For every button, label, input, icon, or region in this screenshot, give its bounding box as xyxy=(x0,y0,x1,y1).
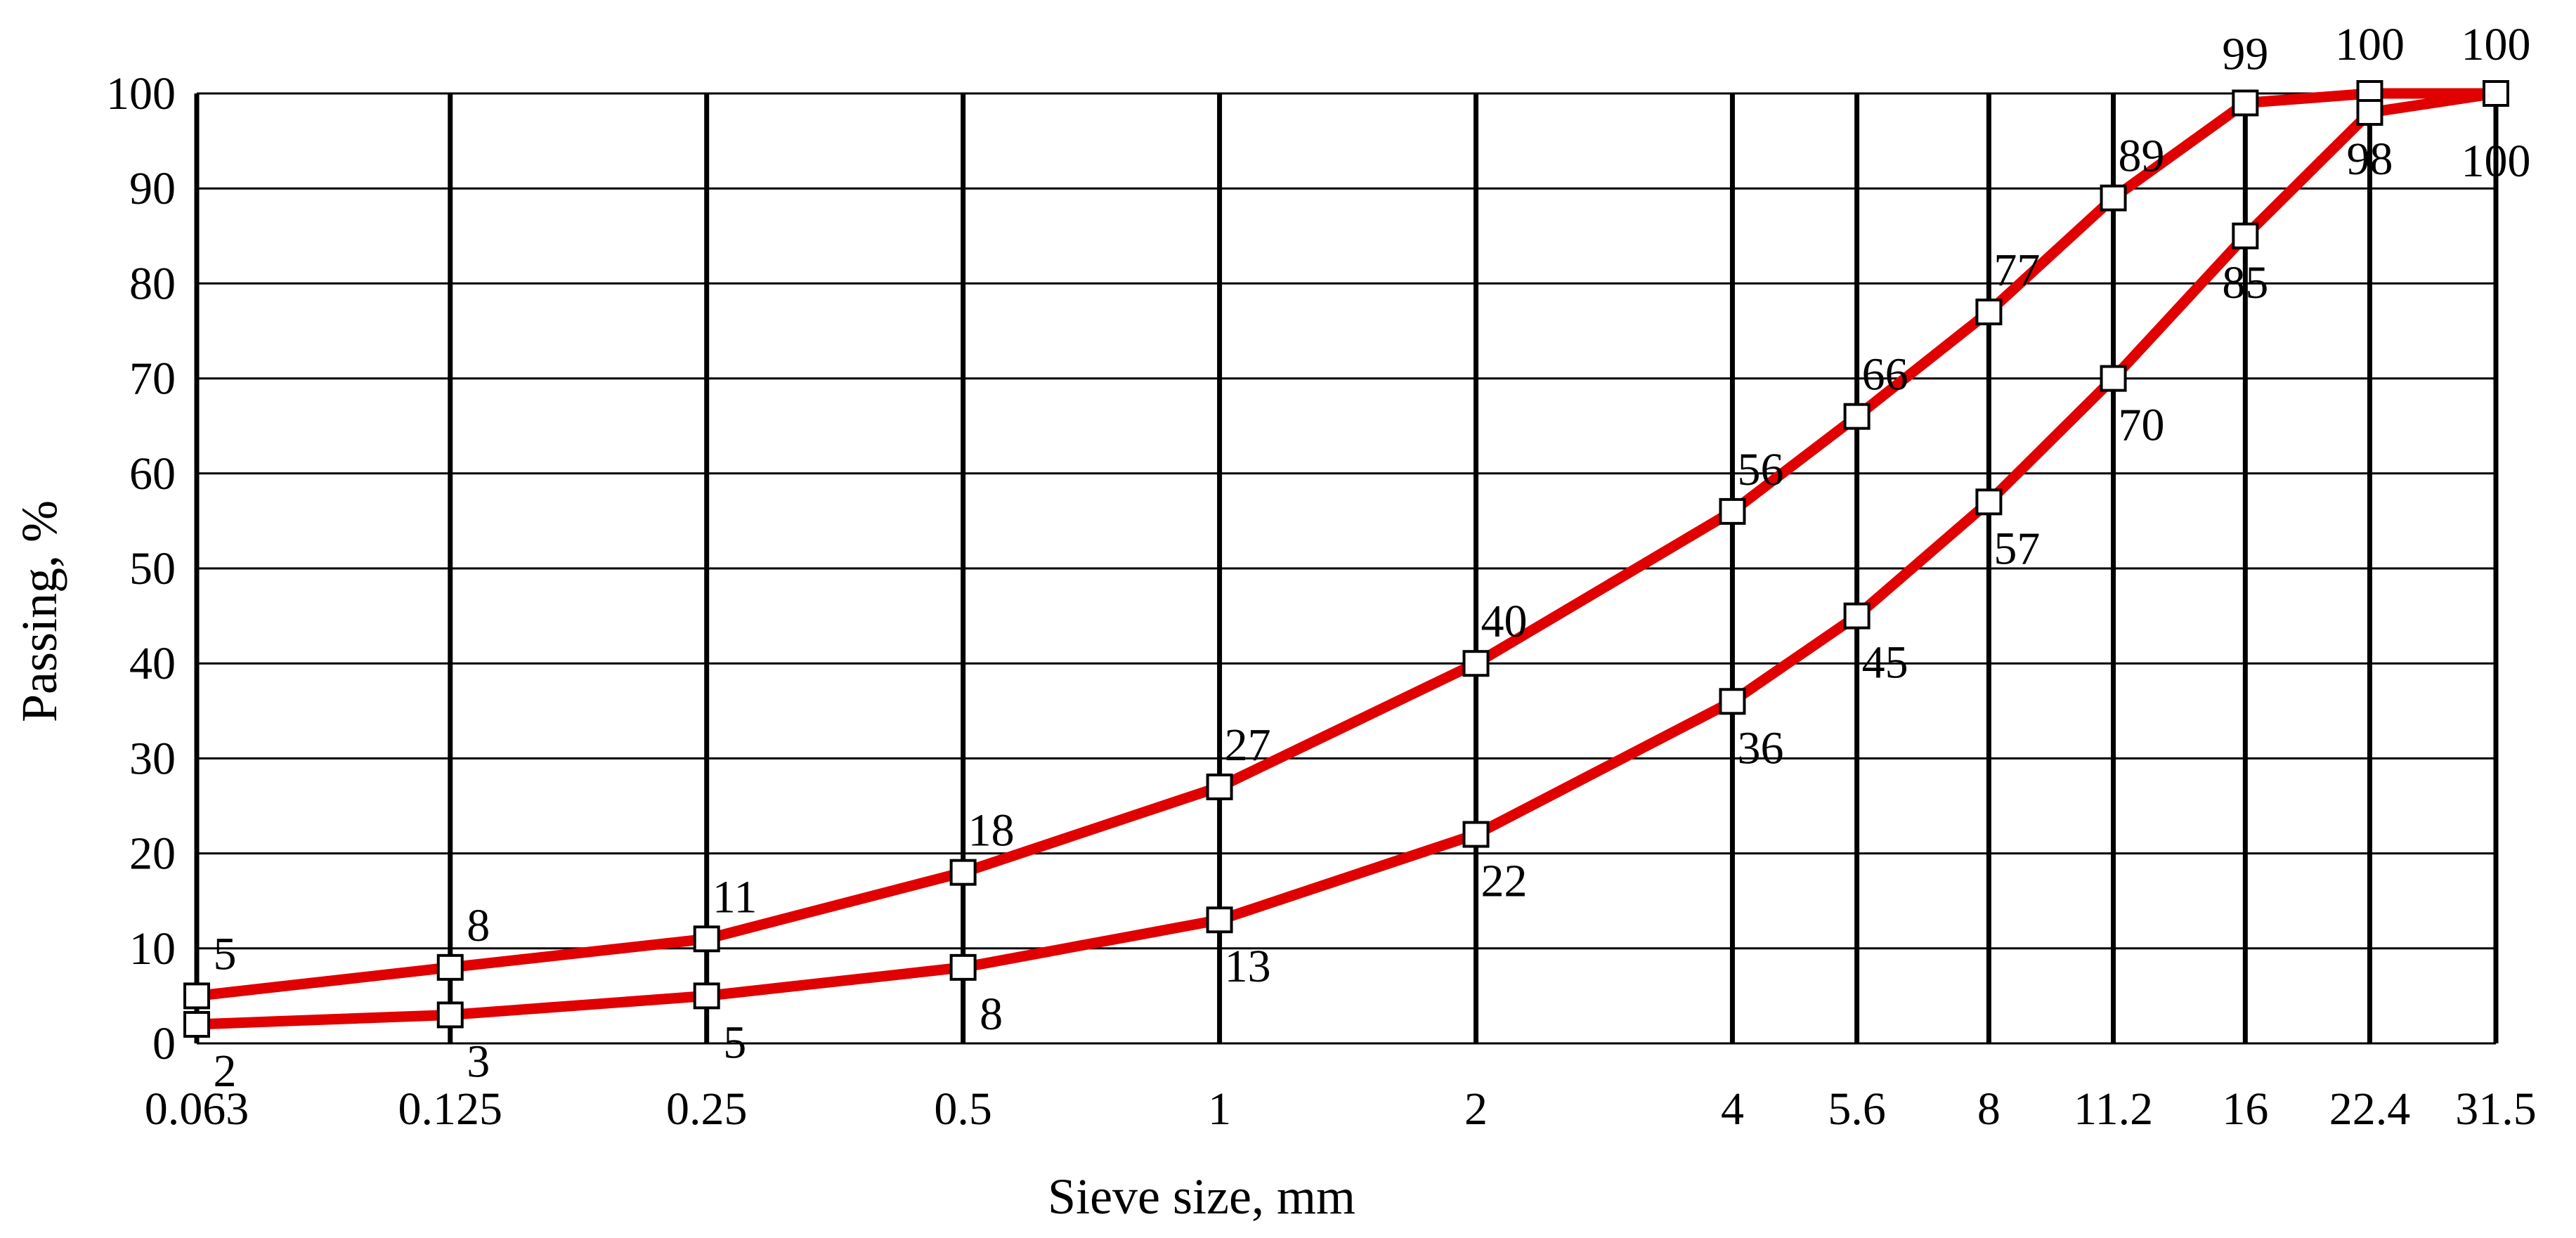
y-tick-label: 10 xyxy=(129,923,176,975)
data-label: 13 xyxy=(1225,941,1271,992)
series-lines xyxy=(191,88,2502,1030)
y-tick-label: 50 xyxy=(129,543,176,594)
data-label: 2 xyxy=(214,1045,237,1097)
data-point-marker xyxy=(2483,80,2509,107)
vertical-gridlines xyxy=(194,93,2499,1043)
data-point-marker xyxy=(2100,365,2127,392)
x-tick-label: 31.5 xyxy=(2455,1083,2537,1135)
x-tick-label: 2 xyxy=(1464,1083,1488,1135)
data-point-marker xyxy=(1843,403,1871,430)
y-tick-label: 70 xyxy=(129,353,176,405)
data-point-marker xyxy=(2356,99,2383,126)
x-tick-label: 0.125 xyxy=(398,1083,502,1135)
data-label: 66 xyxy=(1862,349,1908,400)
data-label: 18 xyxy=(968,805,1015,856)
data-point-marker xyxy=(693,925,720,953)
data-point-marker xyxy=(949,953,977,981)
data-label: 11 xyxy=(713,871,757,923)
y-tick-label: 20 xyxy=(129,828,176,880)
data-label: 45 xyxy=(1862,637,1908,689)
x-tick-label: 8 xyxy=(1977,1083,2001,1135)
data-point-marker xyxy=(2232,89,2259,117)
data-point-marker xyxy=(693,982,720,1010)
data-point-marker xyxy=(1206,906,1233,934)
x-tick-label: 4 xyxy=(1721,1083,1744,1135)
data-point-marker xyxy=(1462,821,1490,848)
data-label: 22 xyxy=(1481,856,1528,907)
x-tick-label: 0.25 xyxy=(666,1083,748,1135)
data-point-marker xyxy=(1843,602,1871,630)
data-label: 57 xyxy=(1993,523,2040,574)
y-tick-label: 30 xyxy=(129,733,176,784)
data-label: 100 xyxy=(2335,19,2405,70)
y-tick-labels: 0 10 20 30 40 50 60 70 80 90 100 xyxy=(106,68,176,1069)
y-tick-label: 80 xyxy=(129,258,176,309)
data-point-marker xyxy=(1975,298,2003,325)
data-point-marker xyxy=(2100,184,2127,211)
x-tick-label: 0.063 xyxy=(145,1083,249,1135)
data-label: 70 xyxy=(2119,400,2165,451)
data-point-marker xyxy=(1462,650,1490,677)
data-label: 27 xyxy=(1225,719,1271,771)
x-axis-title: Sieve size, mm xyxy=(1048,1168,1355,1225)
data-label: 56 xyxy=(1737,444,1783,495)
data-labels: 5 8 11 18 27 40 56 66 77 89 99 100 100 2 3 5 8 13 22 36 45 57… xyxy=(214,19,2531,1097)
y-tick-label: 60 xyxy=(129,448,176,500)
data-label: 8 xyxy=(467,900,490,951)
data-label: 77 xyxy=(1993,245,2040,296)
x-tick-label: 5.6 xyxy=(1828,1083,1886,1135)
data-label: 85 xyxy=(2222,257,2268,308)
y-tick-label: 100 xyxy=(106,68,176,119)
data-label: 99 xyxy=(2222,29,2268,80)
x-tick-label: 16 xyxy=(2222,1083,2268,1135)
data-label: 100 xyxy=(2461,136,2531,187)
data-point-marker xyxy=(436,1001,464,1029)
data-label: 40 xyxy=(1481,596,1528,647)
x-tick-label: 22.4 xyxy=(2329,1083,2411,1135)
y-axis-title: Passing, % xyxy=(11,500,67,722)
data-point-marker xyxy=(2232,222,2259,249)
data-point-marker xyxy=(183,982,210,1010)
y-tick-label: 40 xyxy=(129,638,176,689)
data-label: 5 xyxy=(723,1017,746,1068)
series-line-2 xyxy=(191,88,2502,1030)
y-tick-label: 0 xyxy=(152,1018,176,1069)
data-point-marker xyxy=(1975,488,2003,516)
series-markers xyxy=(183,80,2509,1038)
data-label: 36 xyxy=(1737,722,1783,774)
y-tick-label: 90 xyxy=(129,163,176,214)
data-point-marker xyxy=(949,859,977,886)
data-point-marker xyxy=(1206,773,1233,800)
x-tick-labels: 0.063 0.125 0.25 0.5 1 2 4 5.6 8 11.2 16 22.4 31.5 xyxy=(145,1083,2537,1135)
data-label: 89 xyxy=(2119,131,2165,182)
data-point-marker xyxy=(436,953,464,981)
data-point-marker xyxy=(183,1010,210,1038)
data-label: 98 xyxy=(2347,133,2393,185)
data-point-marker xyxy=(1719,497,1746,525)
data-label: 3 xyxy=(467,1036,490,1087)
data-label: 8 xyxy=(980,989,1003,1040)
data-label: 5 xyxy=(214,928,237,979)
horizontal-gridlines xyxy=(197,92,2496,1045)
data-label: 100 xyxy=(2461,19,2531,70)
data-point-marker xyxy=(1719,688,1746,715)
x-tick-label: 0.5 xyxy=(934,1083,992,1135)
series-line-1 xyxy=(191,88,2502,1001)
x-tick-label: 1 xyxy=(1208,1083,1231,1135)
x-tick-label: 11.2 xyxy=(2074,1083,2153,1135)
